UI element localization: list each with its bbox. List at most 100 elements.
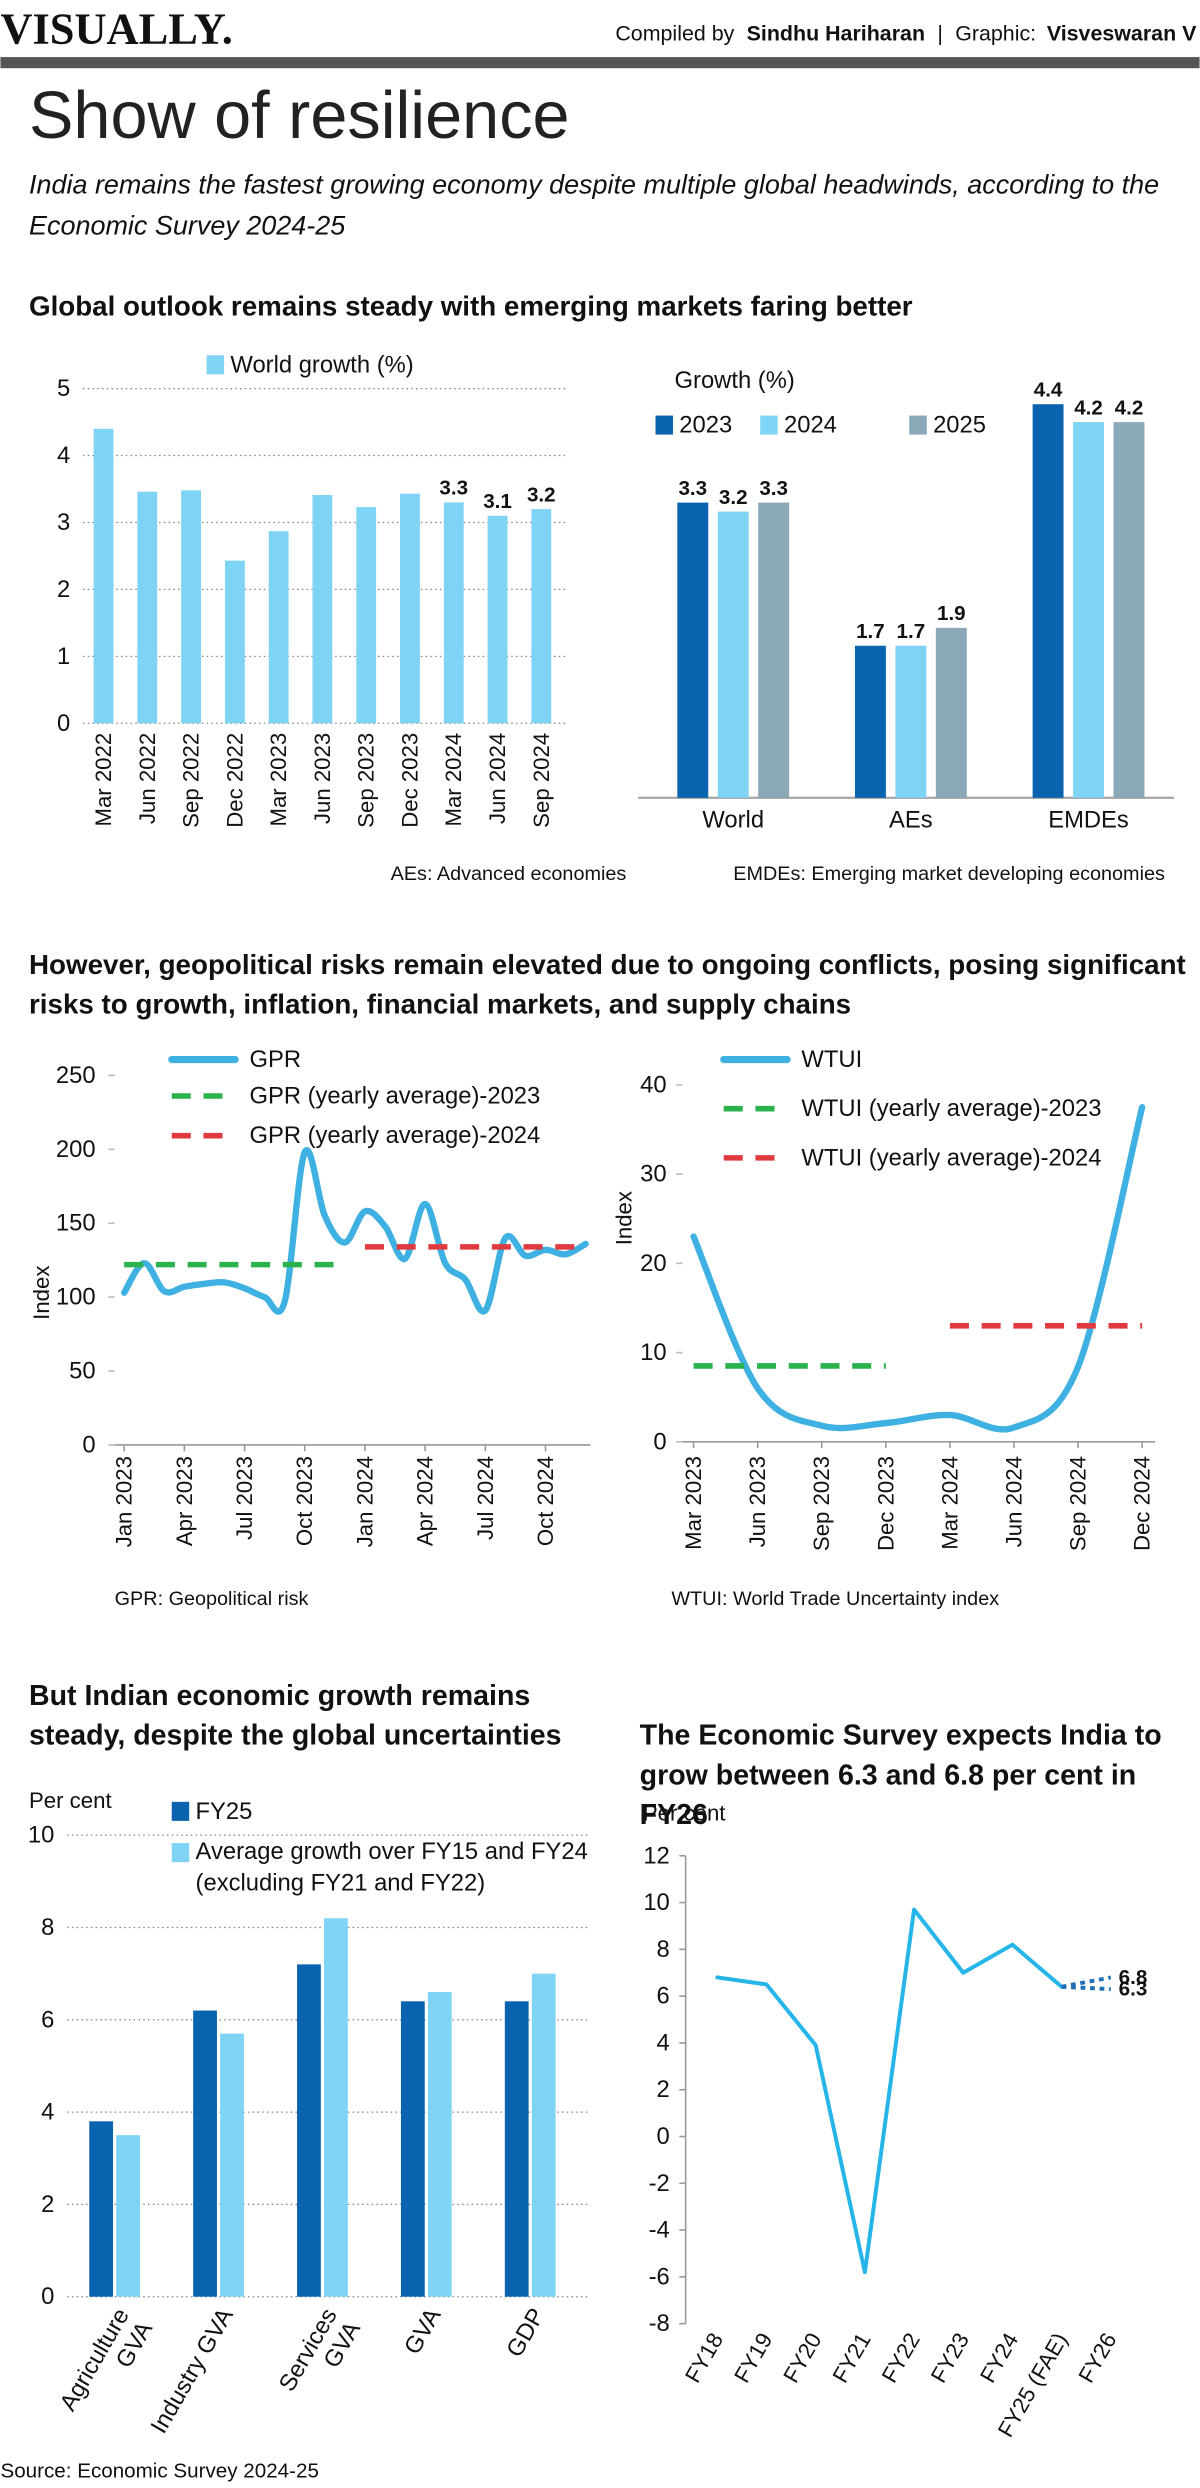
legend-swatch bbox=[655, 415, 673, 435]
bar bbox=[224, 560, 245, 724]
x-tick-label: Oct 2023 bbox=[292, 1456, 317, 1546]
legend-label: 2024 bbox=[784, 412, 837, 439]
footnote: EMDEs: Emerging market developing econom… bbox=[733, 863, 1165, 885]
bar bbox=[220, 2033, 244, 2297]
x-tick-label: Mar 2024 bbox=[937, 1456, 962, 1550]
y-tick-label: 4 bbox=[57, 442, 70, 469]
legend-label: FY25 bbox=[196, 1798, 253, 1825]
section-heading: Global outlook remains steady with emerg… bbox=[29, 291, 913, 322]
bar bbox=[758, 502, 790, 798]
credit-label: Graphic: bbox=[955, 21, 1036, 45]
line bbox=[690, 1104, 1146, 1433]
bar bbox=[1113, 422, 1145, 798]
y-tick-label: -6 bbox=[649, 2263, 670, 2290]
y-tick-label: 0 bbox=[82, 1431, 95, 1458]
x-tick-label: Dec 2023 bbox=[397, 733, 422, 828]
bar bbox=[137, 491, 158, 724]
credits: Compiled by Sindhu Hariharan | Graphic: … bbox=[615, 21, 1197, 45]
value-label: 1.7 bbox=[897, 620, 926, 643]
footnote: WTUI: World Trade Uncertainty index bbox=[671, 1588, 999, 1610]
credit-name: Visveswaran V bbox=[1047, 21, 1197, 45]
section-heading-box: However, geopolitical risks remain eleva… bbox=[29, 949, 1186, 1020]
bar bbox=[116, 2135, 141, 2297]
brand: VISUALLY. bbox=[0, 4, 232, 54]
legend-label-box: Average growth over FY15 and FY24 (exclu… bbox=[195, 1838, 588, 1898]
x-tick-label: World bbox=[702, 807, 764, 834]
x-tick-label: Mar 2023 bbox=[266, 733, 291, 827]
chart-title: But Indian economic growth remains stead… bbox=[28, 1679, 562, 1752]
y-tick-label: -8 bbox=[649, 2310, 670, 2337]
chart-title-box: But Indian economic growth remains stead… bbox=[28, 1679, 562, 1752]
legend-swatch bbox=[909, 415, 927, 435]
bar bbox=[717, 511, 749, 798]
bar bbox=[93, 428, 114, 724]
x-tick-label: Sep 2023 bbox=[354, 733, 379, 828]
y-axis-label: Per cent bbox=[643, 1800, 726, 1825]
x-tick-label: Jul 2023 bbox=[232, 1456, 257, 1540]
y-tick-label: -2 bbox=[649, 2170, 670, 2197]
x-tick-label: AEs bbox=[889, 807, 933, 834]
legend-title: Growth (%) bbox=[675, 367, 795, 394]
legend-label: WTUI (yearly average)-2024 bbox=[801, 1144, 1101, 1171]
legend-label: WTUI (yearly average)-2023 bbox=[801, 1095, 1101, 1122]
bar bbox=[531, 509, 552, 724]
x-tick-label: Jun 2023 bbox=[745, 1456, 770, 1547]
title: Show of resilience bbox=[29, 79, 570, 153]
legend-label: 2025 bbox=[933, 412, 986, 439]
y-tick-label: 0 bbox=[653, 1428, 666, 1455]
bar bbox=[935, 627, 967, 798]
header-rule bbox=[0, 57, 1200, 69]
y-axis-label: Index bbox=[611, 1191, 636, 1245]
chart-title: The Economic Survey expects India to gro… bbox=[639, 1719, 1162, 1831]
y-tick-label: 40 bbox=[640, 1071, 666, 1098]
bar bbox=[487, 515, 508, 724]
y-tick-label: 10 bbox=[640, 1339, 666, 1366]
value-label: 3.3 bbox=[759, 477, 788, 500]
bar bbox=[443, 502, 464, 724]
subtitle: India remains the fastest growing econom… bbox=[28, 169, 1160, 242]
bar bbox=[400, 493, 420, 724]
y-tick-label: 2 bbox=[41, 2191, 54, 2218]
bar bbox=[504, 2001, 529, 2297]
y-axis-label: Index bbox=[29, 1266, 54, 1320]
y-axis-label: Per cent bbox=[29, 1788, 112, 1813]
y-tick-label: 8 bbox=[41, 1914, 54, 1941]
bar bbox=[324, 1918, 348, 2297]
y-tick-label: 100 bbox=[56, 1284, 96, 1311]
legend-label: GPR (yearly average)-2023 bbox=[249, 1083, 540, 1110]
value-label: 1.7 bbox=[856, 620, 885, 643]
line bbox=[1061, 1984, 1111, 1992]
y-tick-label: 250 bbox=[56, 1062, 96, 1089]
x-tick-label: Dec 2022 bbox=[222, 733, 247, 828]
x-tick-label: Sep 2024 bbox=[1066, 1456, 1091, 1551]
legend-label: Average growth over FY15 and FY24 (exclu… bbox=[195, 1838, 588, 1898]
x-tick-label: Jan 2023 bbox=[112, 1456, 137, 1547]
x-tick-label: Sep 2024 bbox=[529, 733, 554, 828]
legend-swatch bbox=[760, 415, 778, 435]
bar bbox=[297, 1964, 321, 2297]
y-tick-label: 10 bbox=[643, 1889, 669, 1916]
bar bbox=[677, 502, 709, 798]
footnote: GPR: Geopolitical risk bbox=[115, 1588, 309, 1610]
x-tick-label: Jan 2024 bbox=[352, 1456, 377, 1547]
x-tick-label: Jul 2024 bbox=[473, 1456, 498, 1540]
bar bbox=[1073, 422, 1104, 798]
y-tick-label: 0 bbox=[657, 2123, 670, 2150]
y-tick-label: 6 bbox=[657, 1983, 670, 2010]
bar bbox=[427, 1992, 452, 2297]
x-tick-label: Mar 2023 bbox=[681, 1456, 706, 1550]
legend-label: WTUI bbox=[801, 1046, 862, 1073]
legend-swatch bbox=[171, 1801, 190, 1821]
value-label: 3.1 bbox=[483, 490, 512, 513]
y-tick-label: 1 bbox=[57, 643, 70, 670]
y-tick-label: 0 bbox=[41, 2283, 54, 2310]
x-tick-label: Sep 2023 bbox=[809, 1456, 834, 1551]
bar bbox=[312, 495, 333, 724]
y-tick-label: 5 bbox=[57, 375, 70, 402]
value-label: 1.9 bbox=[937, 602, 966, 625]
y-tick-label: 20 bbox=[640, 1250, 666, 1277]
value-label: 3.2 bbox=[719, 486, 748, 509]
y-tick-label: 12 bbox=[643, 1842, 669, 1869]
y-tick-label: 4 bbox=[657, 2029, 670, 2056]
